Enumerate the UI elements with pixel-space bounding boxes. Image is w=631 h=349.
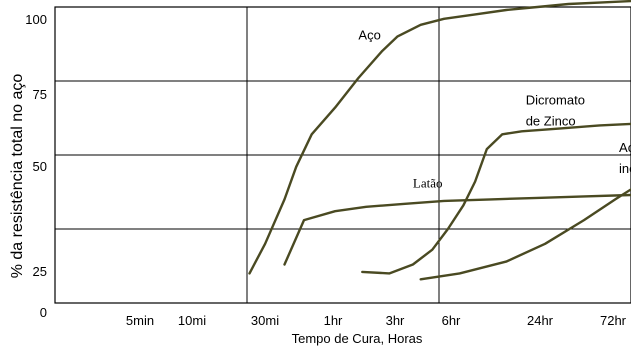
series-line-2 [283, 193, 631, 266]
series-line-3 [419, 187, 631, 281]
y-tick-label: 25 [33, 264, 47, 279]
annotation-label: Dicromato [526, 93, 585, 108]
annotation-label: inoxidável [619, 161, 631, 176]
x-tick-labels: 5min 10mi 30mi 1hr 3hr 6hr 24hr 72hr [126, 313, 627, 328]
plot-border [54, 6, 631, 304]
y-axis-title: % da resistência total no aço [9, 74, 26, 279]
series-line-0 [248, 0, 631, 275]
series-group [248, 0, 631, 281]
y-tick-label: 75 [33, 87, 47, 102]
annotation-label: Aço [358, 28, 380, 43]
annotation-label: Latão [413, 176, 443, 191]
x-tick-label: 30mi [251, 313, 279, 328]
annotation-label: Aço [619, 140, 631, 155]
y-tick-label: 50 [33, 159, 47, 174]
x-tick-label: 72hr [600, 313, 627, 328]
y-tick-label: 0 [40, 305, 47, 320]
y-tick-labels: 0 25 50 75 100 [25, 12, 47, 320]
x-tick-label: 6hr [442, 313, 461, 328]
plot-frame [54, 6, 631, 304]
series-line-1 [361, 122, 631, 275]
x-tick-label: 5min [126, 313, 154, 328]
annotations: Aço Dicromato de Zinco Latão Aço inoxidável [358, 28, 631, 191]
annotation-label: de Zinco [526, 113, 576, 128]
x-tick-label: 3hr [386, 313, 405, 328]
y-tick-label: 100 [25, 12, 47, 27]
x-axis-title: Tempo de Cura, Horas [292, 331, 423, 346]
grid [55, 7, 631, 303]
x-tick-label: 10mi [178, 313, 206, 328]
x-tick-label: 24hr [527, 313, 554, 328]
x-tick-label: 1hr [324, 313, 343, 328]
